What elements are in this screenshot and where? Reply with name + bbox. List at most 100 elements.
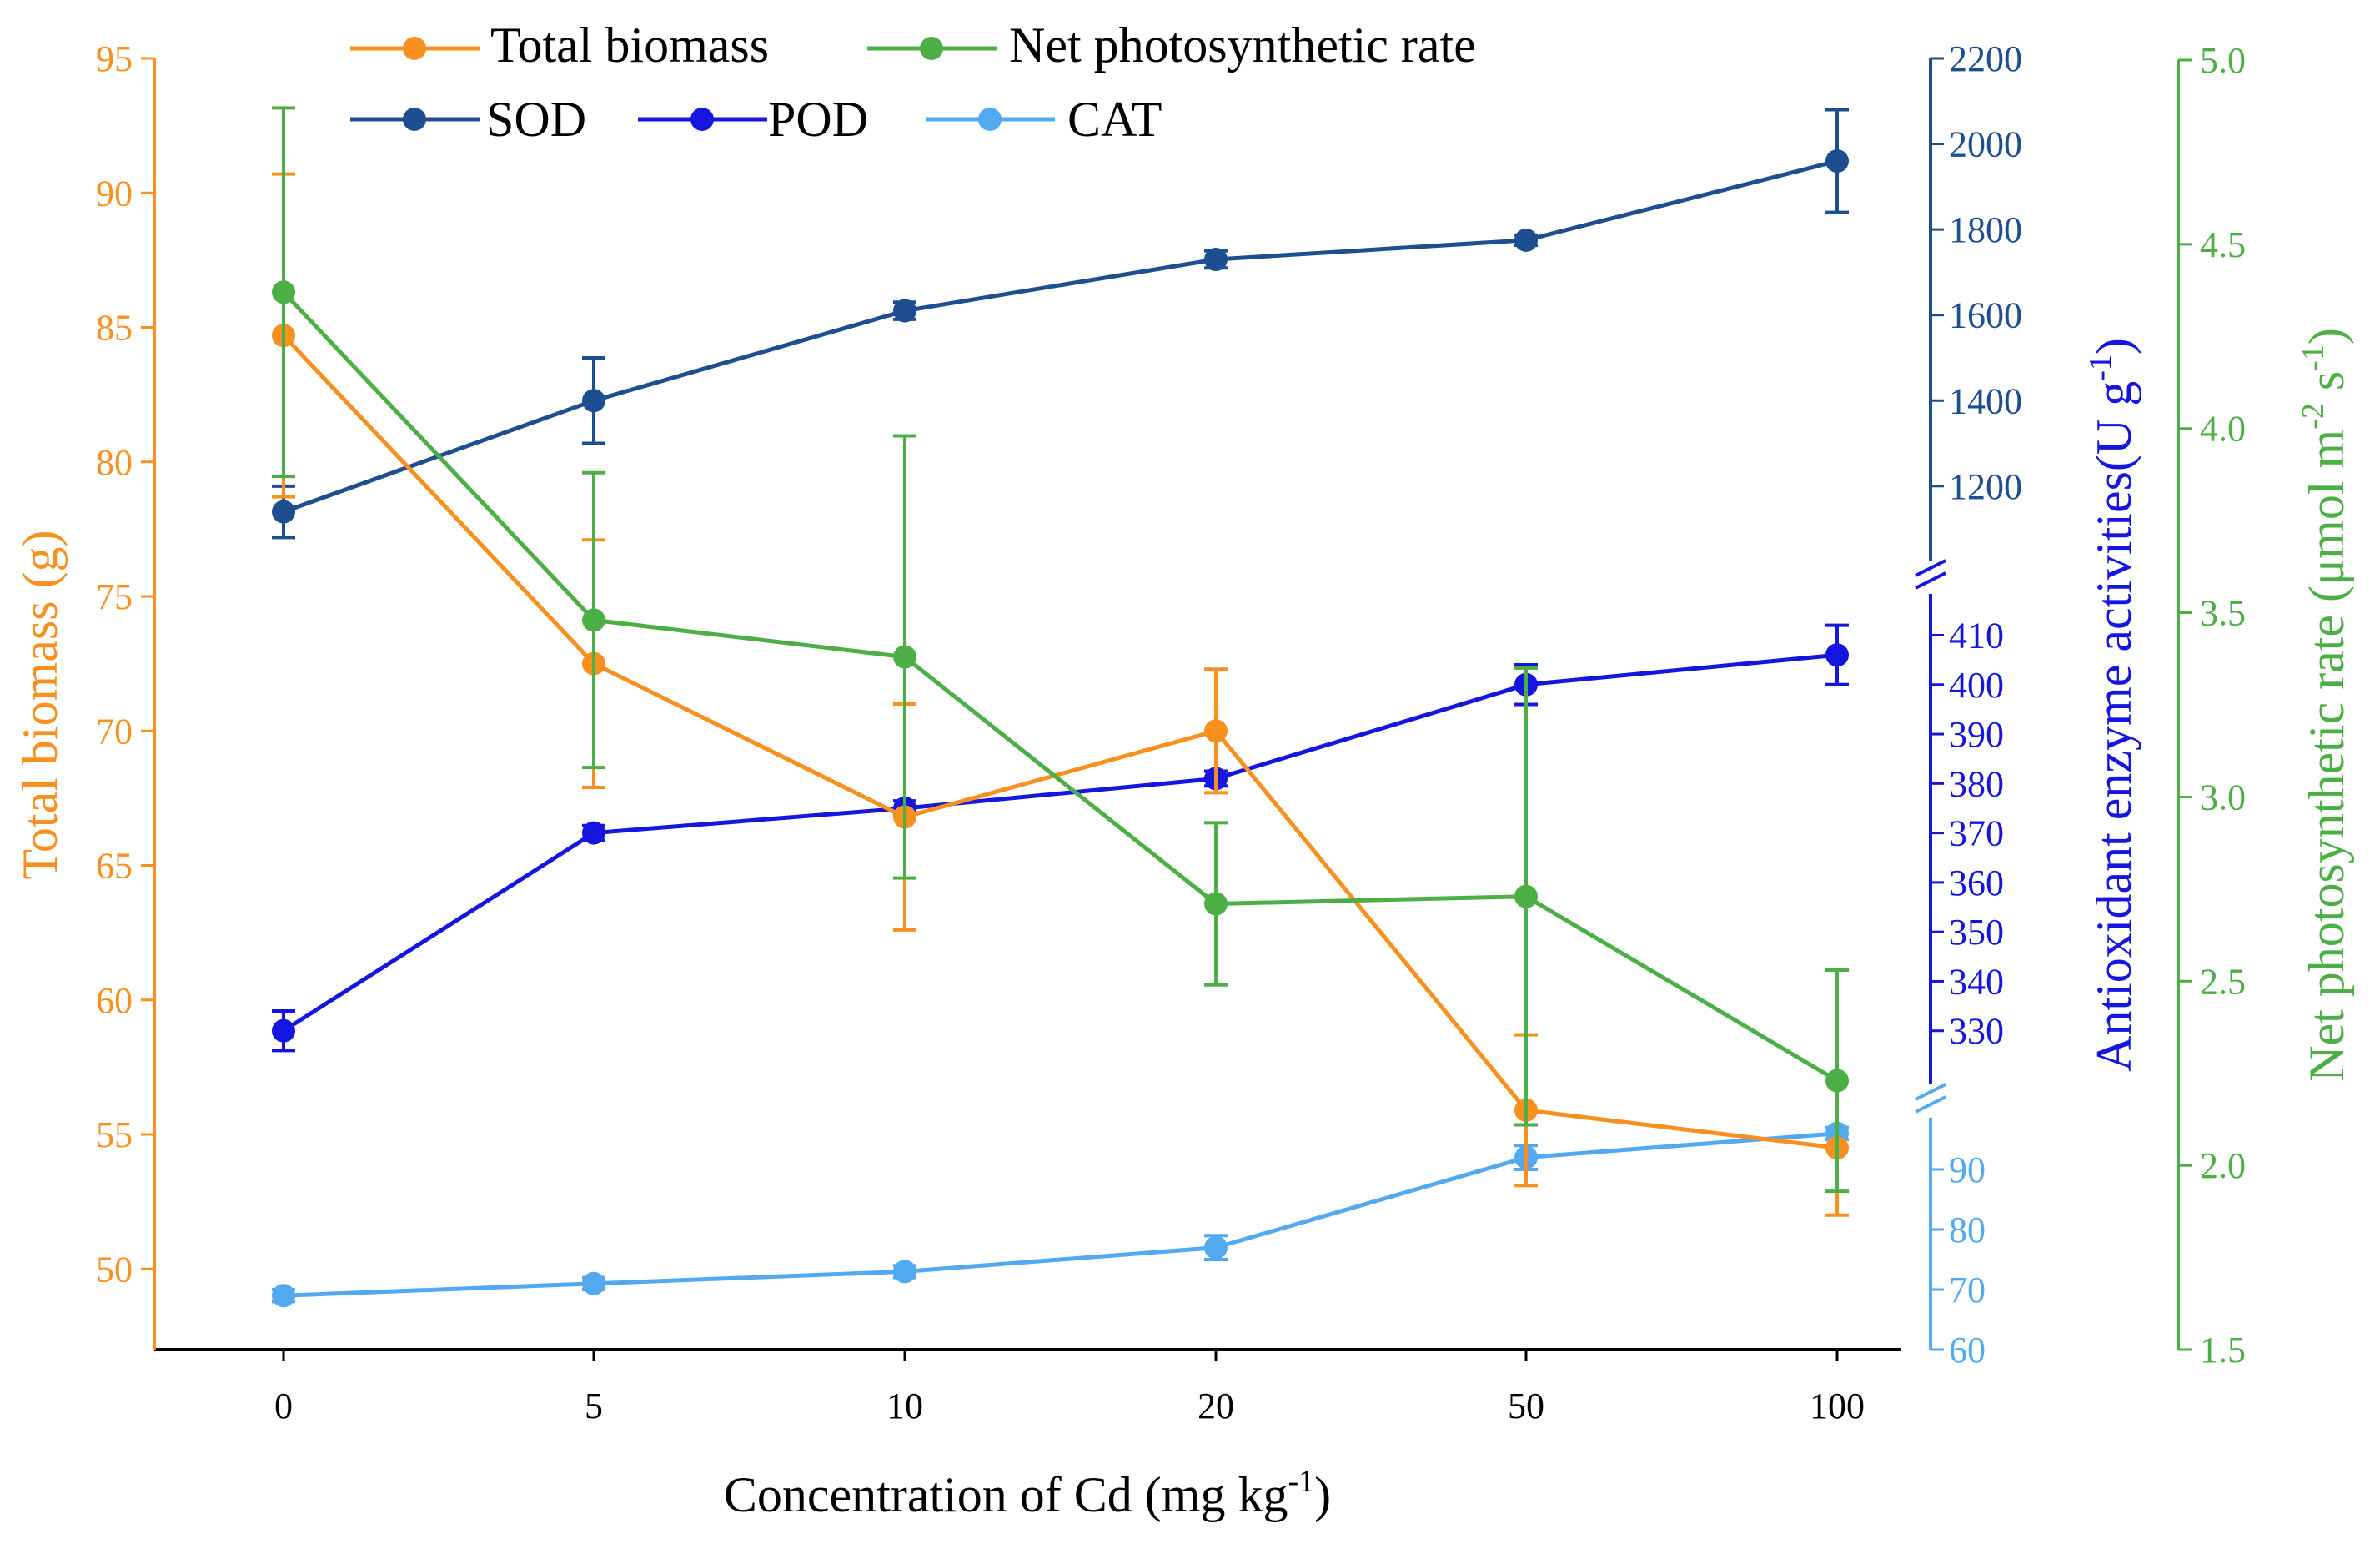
data-point-pod bbox=[1825, 643, 1849, 667]
y-tick-label-pod: 330 bbox=[1949, 1011, 2004, 1052]
y-axis-photo-title-sup: -2 bbox=[2296, 403, 2331, 430]
y-axis-photo-title-sup: -1 bbox=[2296, 345, 2331, 371]
data-point-sod bbox=[1514, 228, 1538, 252]
y-tick-label-pod: 390 bbox=[1949, 714, 2004, 755]
x-axis-title-end: ) bbox=[1314, 1467, 1331, 1522]
legend-label-pod: POD bbox=[768, 92, 868, 147]
data-point-photo bbox=[582, 608, 605, 632]
y-tick-label-photo: 4.5 bbox=[2200, 224, 2246, 265]
legend-marker-photo bbox=[920, 37, 943, 60]
y-tick-label-sod: 2000 bbox=[1949, 124, 2022, 165]
y-tick-label-sod: 1200 bbox=[1949, 466, 2022, 507]
y-tick-label-photo: 5.0 bbox=[2200, 40, 2246, 81]
y-tick-label-photo: 2.0 bbox=[2200, 1145, 2246, 1186]
y-tick-label-sod: 1400 bbox=[1949, 380, 2022, 421]
y-tick-label-biomass: 95 bbox=[96, 38, 133, 79]
y-tick-label-biomass: 90 bbox=[96, 173, 133, 214]
legend-item-pod: POD bbox=[638, 92, 868, 147]
legend: Total biomass Net photosynthetic rate SO… bbox=[350, 18, 1476, 147]
x-axis-title-sup: -1 bbox=[1288, 1464, 1314, 1499]
legend-label-sod: SOD bbox=[486, 92, 586, 147]
y-tick-label-cat: 80 bbox=[1949, 1210, 1986, 1250]
data-point-sod bbox=[893, 299, 916, 323]
data-point-cat bbox=[893, 1260, 916, 1284]
series-cat bbox=[272, 1121, 1849, 1308]
y-tick-label-biomass: 70 bbox=[96, 711, 133, 752]
y-tick-label-photo: 3.0 bbox=[2200, 777, 2246, 817]
data-point-cat bbox=[582, 1271, 605, 1295]
legend-label-biomass: Total biomass bbox=[490, 18, 769, 73]
series-photo bbox=[272, 106, 1849, 1194]
legend-label-photo: Net photosynthetic rate bbox=[1009, 18, 1476, 73]
data-point-biomass bbox=[1204, 719, 1228, 743]
axis-break-mark bbox=[1915, 559, 1946, 577]
data-point-photo bbox=[1825, 1069, 1849, 1093]
legend-marker-biomass bbox=[403, 37, 426, 60]
data-point-photo bbox=[1514, 884, 1538, 908]
axis-break-mark bbox=[1915, 1095, 1946, 1114]
x-tick-label: 20 bbox=[1198, 1386, 1234, 1426]
y-axis-photo: 1.5 2.0 2.5 3.0 3.5 4.0 4.5 5.0 Net photosynthet… bbox=[2177, 40, 2354, 1370]
y-axis-biomass: 50 55 60 65 70 75 80 85 90 95 Total biomass (g) bbox=[13, 38, 156, 1350]
data-point-photo bbox=[893, 645, 916, 669]
y-tick-label-sod: 1800 bbox=[1949, 209, 2022, 250]
y-axis-enzyme-title-main: Antioxidant enzyme activities(U g bbox=[2086, 381, 2141, 1072]
y-tick-label-biomass: 85 bbox=[96, 308, 133, 349]
y-tick-label-pod: 400 bbox=[1949, 665, 2004, 706]
y-axis-photo-title: Net photosynthetic rate (μmol m-2 s-1) bbox=[2296, 328, 2354, 1082]
plot-series bbox=[272, 106, 1849, 1308]
data-point-photo bbox=[1204, 892, 1228, 916]
y-axis-enzyme-title-end: ) bbox=[2086, 338, 2141, 355]
x-axis-title: Concentration of Cd (mg kg-1) bbox=[724, 1464, 1331, 1522]
legend-marker-cat bbox=[978, 108, 1002, 131]
x-axis: 0 5 10 20 50 100 Concentration of Cd (mg kg-1) bbox=[154, 1348, 1901, 1522]
series-line-photo bbox=[282, 290, 1839, 1083]
x-axis-title-main: Concentration of Cd (mg kg bbox=[724, 1467, 1288, 1522]
y-axis-photo-title-mid: s bbox=[2299, 371, 2354, 403]
y-tick-label-pod: 340 bbox=[1949, 961, 2004, 1002]
y-tick-label-pod: 410 bbox=[1949, 615, 2004, 656]
y-tick-label-cat: 70 bbox=[1949, 1270, 1986, 1310]
x-tick-label: 100 bbox=[1810, 1386, 1865, 1426]
series-line-sod bbox=[283, 158, 1838, 514]
legend-item-sod: SOD bbox=[350, 92, 586, 147]
x-tick-label: 10 bbox=[886, 1386, 923, 1426]
series-line-pod bbox=[282, 652, 1838, 1033]
y-tick-label-cat: 90 bbox=[1949, 1149, 1986, 1190]
data-point-pod bbox=[272, 1018, 295, 1043]
y-tick-label-cat: 60 bbox=[1949, 1330, 1986, 1370]
x-tick-label: 0 bbox=[274, 1386, 293, 1426]
y-tick-label-photo: 3.5 bbox=[2200, 593, 2246, 634]
y-axis-photo-title-main: Net photosynthetic rate (μmol m bbox=[2299, 430, 2354, 1082]
legend-label-cat: CAT bbox=[1067, 92, 1162, 147]
y-tick-label-biomass: 55 bbox=[96, 1114, 133, 1155]
y-tick-label-biomass: 75 bbox=[96, 576, 133, 617]
legend-item-photo: Net photosynthetic rate bbox=[867, 18, 1476, 73]
y-axis-biomass-title: Total biomass (g) bbox=[13, 530, 68, 879]
y-tick-label-photo: 1.5 bbox=[2200, 1330, 2246, 1370]
data-point-sod bbox=[1204, 248, 1228, 272]
data-point-photo bbox=[272, 280, 295, 304]
data-point-sod bbox=[1825, 149, 1849, 174]
legend-marker-pod bbox=[690, 108, 714, 131]
y-tick-label-photo: 4.0 bbox=[2200, 409, 2246, 450]
series-sod bbox=[272, 108, 1849, 540]
y-axis-photo-title-end: ) bbox=[2299, 328, 2354, 345]
data-point-sod bbox=[582, 389, 605, 413]
legend-marker-sod bbox=[403, 108, 426, 131]
y-axis-enzyme-title-sup: -1 bbox=[2083, 355, 2118, 381]
y-tick-label-biomass: 65 bbox=[96, 846, 133, 887]
data-point-cat bbox=[1204, 1235, 1228, 1260]
y-tick-label-sod: 2200 bbox=[1949, 38, 2022, 79]
x-tick-label: 50 bbox=[1508, 1386, 1544, 1426]
series-biomass bbox=[272, 172, 1849, 1217]
data-point-sod bbox=[272, 500, 295, 524]
y-tick-label-sod: 1600 bbox=[1949, 295, 2022, 336]
y-tick-label-pod: 350 bbox=[1949, 912, 2004, 953]
series-line-cat bbox=[283, 1131, 1838, 1298]
y-tick-label-pod: 360 bbox=[1949, 863, 2004, 903]
legend-item-cat: CAT bbox=[926, 92, 1162, 147]
y-tick-label-biomass: 80 bbox=[96, 442, 133, 483]
